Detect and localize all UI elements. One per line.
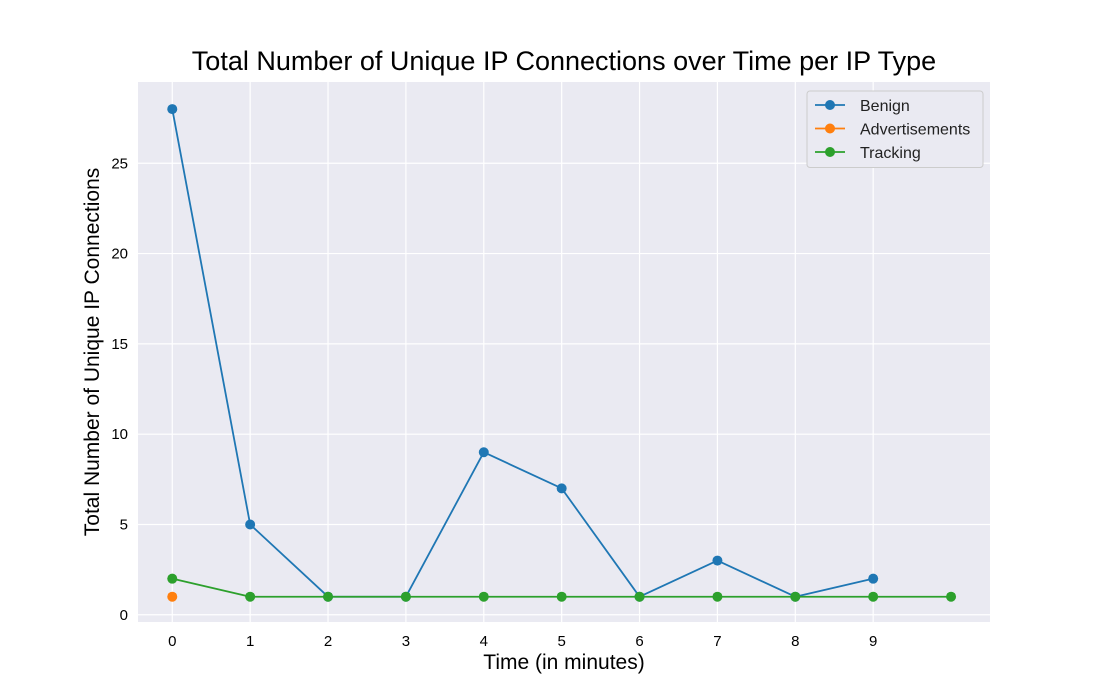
data-point-benign bbox=[868, 573, 879, 584]
data-point-tracking bbox=[946, 591, 957, 602]
data-point-tracking bbox=[167, 573, 178, 584]
data-point-tracking bbox=[634, 591, 645, 602]
series-tracking bbox=[167, 573, 957, 602]
data-point-advertisements bbox=[167, 591, 178, 602]
legend-item-benign: Benign bbox=[815, 98, 910, 115]
x-tick-label: 7 bbox=[713, 633, 721, 650]
x-tick-label: 5 bbox=[557, 633, 565, 650]
legend-label: Tracking bbox=[860, 145, 921, 162]
legend-item-tracking: Tracking bbox=[815, 145, 921, 162]
legend-swatch-marker bbox=[825, 123, 835, 134]
x-tick-label: 6 bbox=[635, 633, 643, 650]
y-tick-label: 15 bbox=[111, 336, 128, 353]
data-point-benign bbox=[556, 483, 567, 494]
legend-swatch-marker bbox=[825, 100, 835, 110]
x-axis-label: Time (in minutes) bbox=[483, 651, 644, 674]
series-line-benign bbox=[171, 108, 874, 598]
x-tick-label: 4 bbox=[480, 633, 488, 650]
legend-label: Advertisements bbox=[860, 122, 970, 139]
chart-title: Total Number of Unique IP Connections ov… bbox=[192, 46, 936, 76]
data-point-benign bbox=[167, 104, 178, 115]
y-tick-label: 5 bbox=[120, 516, 128, 533]
data-point-tracking bbox=[400, 591, 411, 602]
legend-item-advertisements: Advertisements bbox=[815, 122, 970, 139]
legend-swatch-marker bbox=[825, 147, 835, 157]
x-tick-label: 2 bbox=[324, 633, 332, 650]
y-tick-label: 10 bbox=[111, 426, 128, 443]
x-tick-label: 0 bbox=[168, 633, 176, 650]
y-tick-label: 25 bbox=[111, 155, 128, 172]
y-tick-label: 20 bbox=[111, 246, 128, 263]
axis-ticks: 0 1 2 3 4 5 6 7 8 9 0 5 10 15 20 25 bbox=[111, 155, 877, 650]
data-point-tracking bbox=[323, 591, 334, 602]
grid bbox=[138, 82, 990, 622]
y-tick-label: 0 bbox=[120, 607, 128, 624]
legend-box bbox=[806, 90, 984, 168]
data-point-tracking bbox=[790, 591, 801, 602]
y-axis-label: Total Number of Unique IP Connections bbox=[81, 168, 104, 536]
data-point-tracking bbox=[868, 591, 879, 602]
plot-area bbox=[138, 82, 990, 622]
data-point-benign bbox=[478, 447, 489, 458]
data-point-tracking bbox=[245, 591, 256, 602]
x-tick-label: 1 bbox=[246, 633, 254, 650]
x-tick-label: 8 bbox=[791, 633, 799, 650]
x-tick-label: 9 bbox=[869, 633, 877, 650]
data-point-tracking bbox=[712, 591, 723, 602]
series-advertisements bbox=[167, 591, 178, 602]
data-point-benign bbox=[712, 555, 723, 566]
x-tick-label: 3 bbox=[402, 633, 410, 650]
data-point-tracking bbox=[478, 591, 489, 602]
data-point-benign bbox=[245, 519, 256, 530]
legend-label: Benign bbox=[860, 98, 910, 115]
legend: Benign Advertisements Tracking bbox=[806, 90, 984, 168]
data-point-tracking bbox=[556, 591, 567, 602]
series-layer bbox=[167, 104, 957, 602]
